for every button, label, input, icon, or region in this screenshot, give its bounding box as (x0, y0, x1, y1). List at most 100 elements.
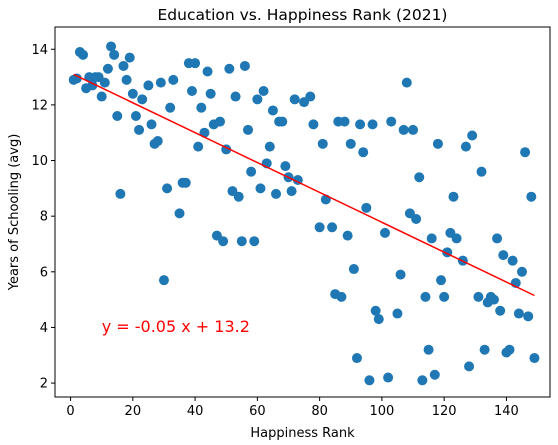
data-point (473, 291, 484, 302)
y-tick-label: 4 (40, 321, 48, 336)
data-point (355, 119, 366, 130)
data-point (71, 73, 82, 84)
data-point (96, 91, 107, 102)
x-tick-label: 80 (311, 404, 328, 419)
data-point (417, 375, 428, 386)
data-point (258, 85, 269, 96)
data-point (109, 49, 120, 60)
data-point (137, 94, 148, 105)
x-tick-label: 140 (494, 404, 519, 419)
data-point (526, 191, 537, 202)
data-point (190, 58, 201, 69)
data-point (305, 91, 316, 102)
data-point (408, 124, 419, 135)
data-point (215, 116, 225, 127)
data-point (498, 250, 509, 261)
x-axis: 0 20 40 60 80 100 120 140 (66, 397, 519, 419)
data-point (401, 77, 412, 88)
data-point (286, 186, 297, 197)
data-point (134, 124, 145, 135)
data-point (339, 116, 350, 127)
data-point (383, 372, 394, 383)
data-point (127, 88, 138, 99)
data-point (155, 77, 166, 88)
data-point (380, 227, 390, 238)
data-point (252, 94, 263, 105)
data-point (448, 191, 459, 202)
data-point (411, 213, 422, 224)
data-point (158, 275, 169, 286)
data-point (246, 166, 257, 177)
data-point (426, 233, 437, 244)
data-point (361, 202, 372, 213)
data-point (451, 233, 462, 244)
x-tick-label: 0 (66, 404, 74, 419)
data-point (193, 141, 204, 152)
data-point (121, 74, 132, 85)
x-tick-label: 20 (125, 404, 142, 419)
data-point (233, 191, 244, 202)
data-point (186, 85, 197, 96)
data-point (386, 116, 397, 127)
data-point (476, 166, 487, 177)
data-point (516, 266, 527, 277)
data-point (165, 102, 176, 113)
data-point (243, 124, 254, 135)
data-point (271, 188, 282, 199)
data-point (152, 136, 163, 147)
data-point (513, 308, 524, 319)
data-point (529, 353, 540, 364)
data-point (180, 177, 191, 188)
data-point (364, 375, 375, 386)
data-point (146, 119, 157, 130)
data-point (423, 344, 434, 355)
chart-title: Education vs. Happiness Rank (2021) (158, 6, 448, 24)
data-point (336, 291, 347, 302)
data-point (115, 188, 126, 199)
data-point (420, 291, 431, 302)
data-point (205, 88, 216, 99)
y-tick-label: 6 (40, 265, 48, 280)
data-point (174, 208, 185, 219)
data-point (162, 183, 173, 194)
data-point (289, 94, 300, 105)
data-point (507, 255, 518, 266)
data-point (124, 52, 135, 63)
data-point (504, 344, 515, 355)
data-point (436, 275, 447, 286)
data-point (202, 66, 213, 77)
data-point (218, 236, 229, 247)
data-point (395, 269, 406, 280)
data-point (414, 172, 425, 183)
x-tick-label: 60 (249, 404, 266, 419)
x-tick-label: 40 (187, 404, 204, 419)
data-point (523, 311, 534, 322)
data-point (236, 236, 247, 247)
data-point (467, 130, 478, 141)
y-axis-label: Years of Schooling (avg) (7, 134, 22, 292)
data-point (239, 60, 250, 71)
data-point (398, 124, 409, 135)
data-point (99, 77, 110, 88)
data-point (392, 308, 403, 319)
plot-area (68, 41, 540, 386)
data-point (373, 314, 384, 325)
regression-line (73, 73, 535, 297)
data-point (367, 119, 378, 130)
data-point (342, 230, 353, 241)
data-point (143, 80, 154, 91)
x-tick-label: 120 (432, 404, 457, 419)
x-tick-label: 100 (369, 404, 394, 419)
y-tick-label: 2 (40, 377, 48, 392)
data-point (327, 222, 338, 233)
data-point (495, 305, 506, 316)
data-point (317, 138, 328, 149)
data-point (280, 161, 291, 172)
y-tick-label: 14 (31, 43, 48, 58)
y-tick-label: 12 (31, 98, 48, 113)
data-point (196, 102, 207, 113)
data-point (308, 119, 319, 130)
data-point (267, 105, 278, 116)
data-point (264, 141, 275, 152)
